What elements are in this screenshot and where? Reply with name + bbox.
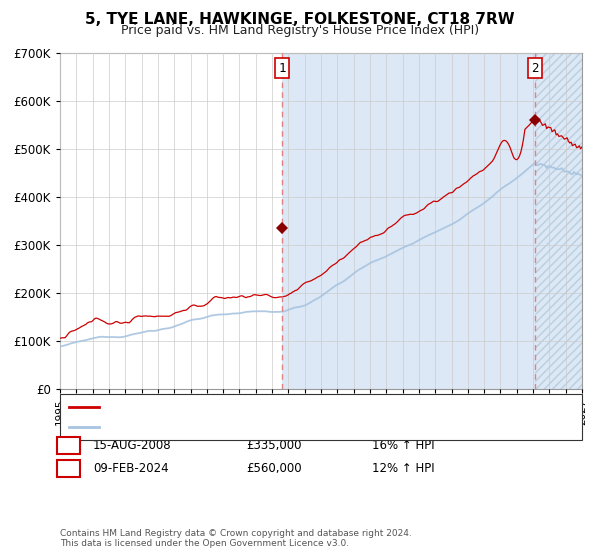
Text: 2: 2 bbox=[531, 62, 539, 74]
Bar bbox=[282, 53, 535, 389]
Text: 5, TYE LANE, HAWKINGE, FOLKESTONE, CT18 7RW: 5, TYE LANE, HAWKINGE, FOLKESTONE, CT18 … bbox=[85, 12, 515, 27]
Text: 5, TYE LANE, HAWKINGE, FOLKESTONE, CT18 7RW (detached house): 5, TYE LANE, HAWKINGE, FOLKESTONE, CT18 … bbox=[103, 402, 478, 412]
Text: 2: 2 bbox=[64, 462, 73, 475]
Text: £560,000: £560,000 bbox=[246, 462, 302, 475]
Text: HPI: Average price, detached house, Folkestone and Hythe: HPI: Average price, detached house, Folk… bbox=[103, 422, 424, 432]
Text: Contains HM Land Registry data © Crown copyright and database right 2024.: Contains HM Land Registry data © Crown c… bbox=[60, 529, 412, 538]
Text: £335,000: £335,000 bbox=[246, 438, 302, 452]
Text: 09-FEB-2024: 09-FEB-2024 bbox=[93, 462, 169, 475]
Text: 12% ↑ HPI: 12% ↑ HPI bbox=[372, 462, 434, 475]
Text: This data is licensed under the Open Government Licence v3.0.: This data is licensed under the Open Gov… bbox=[60, 539, 349, 548]
Text: 16% ↑ HPI: 16% ↑ HPI bbox=[372, 438, 434, 452]
Text: Price paid vs. HM Land Registry's House Price Index (HPI): Price paid vs. HM Land Registry's House … bbox=[121, 24, 479, 37]
Text: 1: 1 bbox=[64, 438, 73, 452]
Text: 1: 1 bbox=[278, 62, 286, 74]
Text: 15-AUG-2008: 15-AUG-2008 bbox=[93, 438, 172, 452]
Bar bbox=[535, 53, 582, 389]
